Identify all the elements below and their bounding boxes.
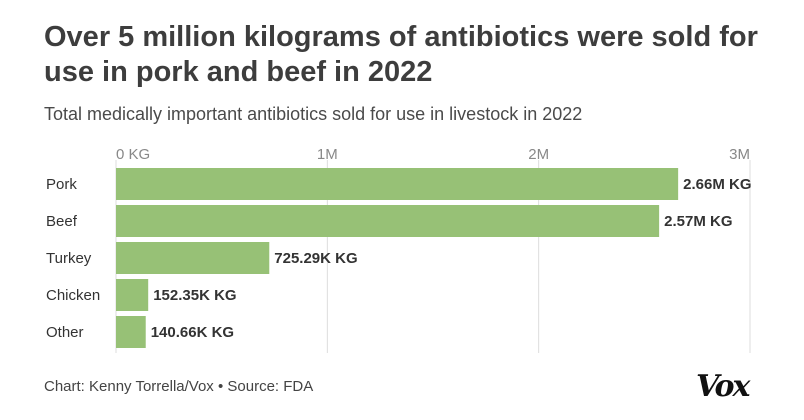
value-label: 152.35K KG [153, 287, 236, 304]
x-tick-label: 1M [317, 146, 338, 163]
x-tick-label: 3M [729, 146, 750, 163]
chart-source: Chart: Kenny Torrella/Vox • Source: FDA [44, 378, 314, 395]
x-tick-label: 2M [528, 146, 549, 163]
x-tick-label: 0 KG [116, 146, 150, 163]
category-label: Beef [46, 213, 78, 230]
category-label: Pork [46, 176, 77, 193]
bar-chart: 0 KG 1M 2M 3M Pork 2.66M KG Beef 2.57M KG Turkey… [46, 146, 752, 353]
value-label: 140.66K KG [151, 324, 234, 341]
value-label: 2.57M KG [664, 213, 732, 230]
bar [116, 205, 660, 237]
bar [116, 316, 146, 348]
category-label: Chicken [46, 287, 100, 304]
bar [116, 168, 679, 200]
category-label: Turkey [46, 250, 92, 267]
chart-title: Over 5 million kilograms of antibiotics … [44, 21, 758, 88]
category-label: Other [46, 324, 84, 341]
chart-subtitle: Total medically important antibiotics so… [44, 104, 583, 124]
bar [116, 279, 149, 311]
value-label: 725.29K KG [274, 250, 357, 267]
vox-logo: Vox [696, 369, 750, 404]
value-label: 2.66M KG [683, 176, 751, 193]
bar [116, 242, 270, 274]
